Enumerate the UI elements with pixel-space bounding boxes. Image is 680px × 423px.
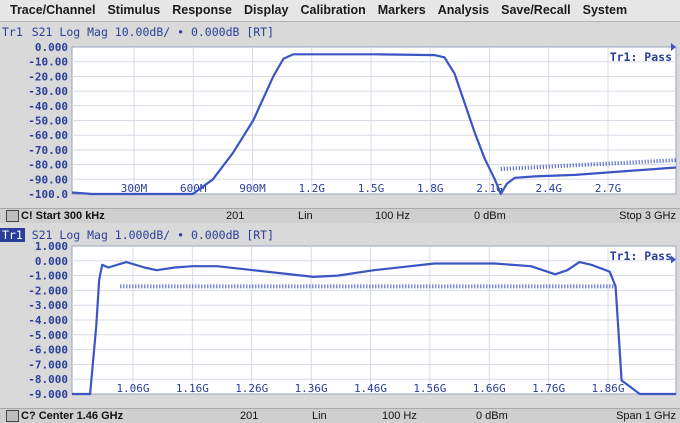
menu-save-recall[interactable]: Save/Recall <box>501 3 571 17</box>
y-tick-label: -30.00 <box>28 85 68 98</box>
y-tick-label: -5.000 <box>28 329 68 342</box>
x-tick-label: 1.8G <box>417 182 444 195</box>
y-tick-label: -7.000 <box>28 358 68 371</box>
y-tick-label: -50.00 <box>28 115 68 128</box>
reference-marker <box>671 43 676 51</box>
y-tick-label: -40.00 <box>28 100 68 113</box>
x-tick-label: 600M <box>180 182 207 195</box>
channel-icon <box>6 410 19 423</box>
top-status-bar: C! Start 300 kHz 201 Lin 100 Hz 0 dBm St… <box>0 208 680 223</box>
x-tick-label: 1.26G <box>235 382 268 395</box>
top-chart[interactable]: 0.000 -10.00-20.00 -30.00 -40.00 -50.00-60.0… <box>0 0 680 208</box>
y-tick-label: -2.000 <box>28 284 68 297</box>
y-tick-label: -60.00 <box>28 129 68 142</box>
x-tick-label: 1.66G <box>473 382 506 395</box>
x-tick-label: 2.7G <box>595 182 622 195</box>
channel-icon <box>6 210 19 223</box>
y-tick-label: -100.0 <box>28 188 68 201</box>
bottom-trace-tag[interactable]: Tr1 <box>0 228 25 242</box>
reference-marker <box>671 255 676 264</box>
top-stop-freq[interactable]: Stop 3 GHz <box>619 210 676 222</box>
top-trace-header[interactable]: Tr1 S21 Log Mag 10.00dB/ • 0.000dB [RT] <box>0 25 274 39</box>
top-power[interactable]: 0 dBm <box>474 210 506 222</box>
y-tick-label: -8.000 <box>28 373 68 386</box>
x-tick-label: 1.56G <box>413 382 446 395</box>
top-sweep-type[interactable]: Lin <box>298 210 313 222</box>
x-tick-label: 1.36G <box>295 382 328 395</box>
y-tick-label: -4.000 <box>28 314 68 327</box>
y-tick-label: -80.00 <box>28 159 68 172</box>
y-tick-label: 0.000 <box>35 255 68 268</box>
x-tick-label: 1.5G <box>358 182 385 195</box>
menu-calibration[interactable]: Calibration <box>300 3 366 17</box>
trace-line <box>72 261 676 396</box>
bottom-sweep-type[interactable]: Lin <box>312 410 327 422</box>
menu-system[interactable]: System <box>582 3 628 17</box>
y-tick-label: -6.000 <box>28 344 68 357</box>
x-tick-label: 1.06G <box>116 382 149 395</box>
menu-stimulus[interactable]: Stimulus <box>107 3 161 17</box>
y-tick-label: 1.000 <box>35 240 68 253</box>
top-points[interactable]: 201 <box>226 210 245 222</box>
bottom-status-bar: C? Center 1.46 GHz 201 Lin 100 Hz 0 dBm … <box>0 408 680 423</box>
pass-indicator: Tr1: Pass <box>610 50 672 64</box>
pass-indicator: Tr1: Pass <box>610 249 672 263</box>
x-tick-label: 2.4G <box>536 182 563 195</box>
y-tick-label: -9.000 <box>28 388 68 401</box>
y-tick-label: -20.00 <box>28 70 68 83</box>
bottom-points[interactable]: 201 <box>240 410 259 422</box>
y-tick-label: -3.000 <box>28 299 68 312</box>
x-tick-label: 1.46G <box>354 382 387 395</box>
top-trace-scale: S21 Log Mag 10.00dB/ • 0.000dB [RT] <box>24 25 275 39</box>
bottom-trace-header[interactable]: Tr1 S21 Log Mag 1.000dB/ • 0.000dB [RT] <box>0 228 274 242</box>
x-tick-label: 1.2G <box>299 182 326 195</box>
y-tick-label: -70.00 <box>28 144 68 157</box>
x-tick-label: 900M <box>239 182 266 195</box>
menu-response[interactable]: Response <box>172 3 232 17</box>
bottom-power[interactable]: 0 dBm <box>476 410 508 422</box>
y-tick-label: -1.000 <box>28 270 68 283</box>
limit-line <box>500 158 677 172</box>
y-tick-label: 0.000 <box>35 41 68 54</box>
x-tick-label: 300M <box>121 182 148 195</box>
menu-trace-channel[interactable]: Trace/Channel <box>10 3 96 17</box>
y-tick-label: -90.00 <box>28 173 68 186</box>
top-ifbw[interactable]: 100 Hz <box>375 210 410 222</box>
bottom-channel-center[interactable]: C? Center 1.46 GHz <box>6 409 123 423</box>
x-tick-label: 1.16G <box>176 382 209 395</box>
top-channel-start[interactable]: C! Start 300 kHz <box>6 209 105 223</box>
menu-display[interactable]: Display <box>244 3 289 17</box>
x-tick-label: 1.86G <box>591 382 624 395</box>
bottom-trace-scale: S21 Log Mag 1.000dB/ • 0.000dB [RT] <box>24 228 275 242</box>
bottom-span[interactable]: Span 1 GHz <box>616 410 676 422</box>
y-tick-label: -10.00 <box>28 56 68 69</box>
trace-line <box>71 53 677 196</box>
top-trace-tag[interactable]: Tr1 <box>2 25 23 39</box>
menu-bar: Trace/Channel Stimulus Response Display … <box>0 0 680 22</box>
bottom-ifbw[interactable]: 100 Hz <box>382 410 417 422</box>
menu-markers[interactable]: Markers <box>377 3 426 17</box>
menu-analysis[interactable]: Analysis <box>437 3 490 17</box>
x-tick-label: 1.76G <box>532 382 565 395</box>
